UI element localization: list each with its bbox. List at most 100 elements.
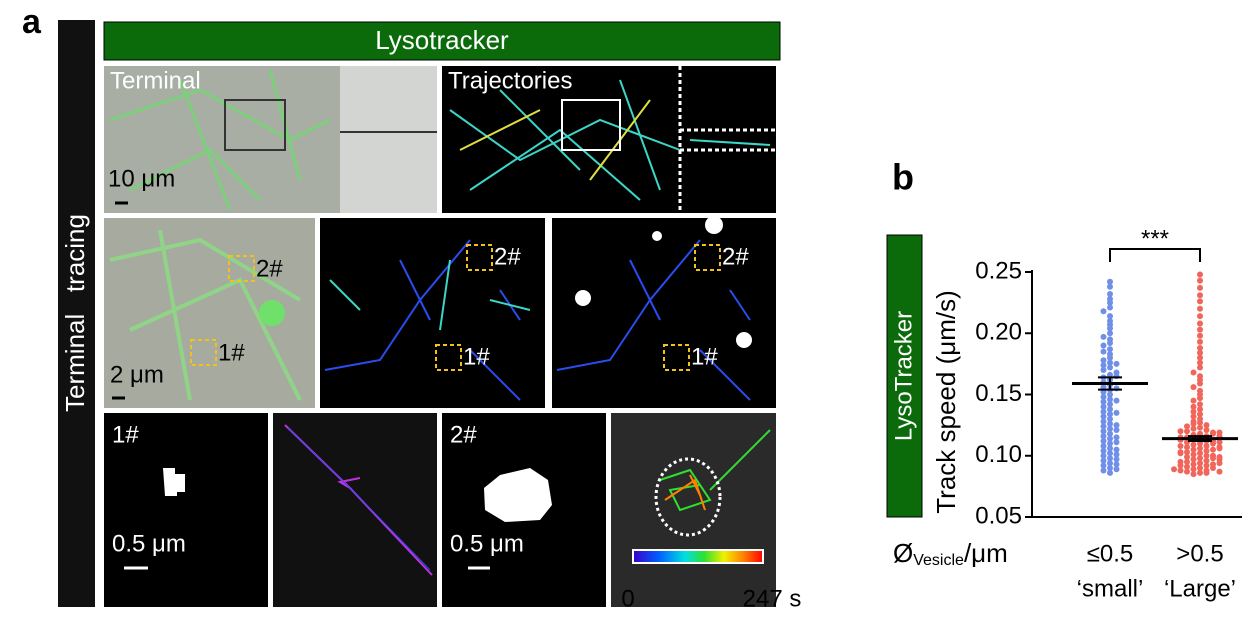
data-point [1197,320,1203,326]
data-point [1101,349,1107,355]
data-point [1197,333,1203,339]
x-label-subscript: Vesicle [913,552,964,569]
image-label: 2# [450,421,477,448]
image-texture [575,290,591,306]
data-point [1101,343,1107,349]
data-point [1114,427,1120,433]
data-point [1178,463,1184,469]
data-point [1217,445,1223,451]
image-texture [736,332,752,348]
data-point [1197,339,1203,345]
data-point [1197,271,1203,277]
panel-label: b [892,157,914,198]
colorbar-max: 247 s [743,585,802,612]
data-point [1197,470,1203,476]
data-point [1197,278,1203,284]
x-label-unit: /μm [964,538,1008,568]
roi-label: 2# [494,243,521,270]
image [273,413,437,607]
data-point [1114,410,1120,416]
data-point [1107,340,1113,346]
data-point [1178,443,1184,449]
colorbar-min: 0 [621,585,634,612]
significance-label: *** [1141,225,1169,252]
y-tick-label: 0.20 [975,319,1022,346]
data-point [1197,327,1203,333]
image-label: Terminal [110,67,201,94]
x-label-symbol: Ø [893,538,913,568]
data-point [1171,466,1177,472]
data-point [1191,369,1197,375]
roi-label: 2# [256,255,283,282]
data-point [1101,308,1107,314]
scale-label: 0.5 μm [450,530,524,557]
y-tick-label: 0.10 [975,441,1022,468]
x-tick-label: ≤0.5 [1087,540,1134,567]
data-point [1191,398,1197,404]
side-label: Terminal tracing [60,214,90,412]
data-point [1178,450,1184,456]
data-point [1184,469,1190,475]
data-point [1101,467,1107,473]
roi-label: 1# [218,339,245,366]
data-point [1217,469,1223,475]
y-tick-label: 0.25 [975,257,1022,284]
roi-label: 1# [691,343,718,370]
data-point [1191,471,1197,477]
data-point [1210,455,1216,461]
data-point [1114,439,1120,445]
figure: a Terminal tracing Lysotracker Terminal … [0,0,1253,617]
data-point [1210,465,1216,471]
y-axis-label: Track speed (μm/s) [931,290,961,514]
data-point [1197,285,1203,291]
data-point [1197,298,1203,304]
scale-label: 2 μm [110,361,164,388]
data-point [1107,330,1113,336]
data-point [1217,439,1223,445]
data-point [1107,470,1113,476]
y-tick-label: 0.05 [975,502,1022,529]
roi-label: 2# [722,243,749,270]
data-point [1114,466,1120,472]
colorbar [633,550,763,563]
data-point [1114,361,1120,367]
data-point [1107,284,1113,290]
data-point [1101,334,1107,340]
x-axis-label: ØVesicle/μm [893,538,1008,569]
y-tick-label: 0.15 [975,380,1022,407]
image-texture [259,300,285,326]
data-point [1197,292,1203,298]
data-point [1101,367,1107,373]
box-label: LysoTracker [890,311,917,441]
data-point [1210,447,1216,453]
data-point [1107,305,1113,311]
data-point [1197,365,1203,371]
category-name: ‘small’ [1077,575,1144,602]
data-point [1191,426,1197,432]
scale-label: 0.5 μm [112,530,186,557]
image-label: Trajectories [448,67,572,94]
data-point [1197,313,1203,319]
data-point [1107,365,1113,371]
data-point [1197,425,1203,431]
image-texture [705,216,723,234]
panel-label: a [22,3,42,41]
header: Lysotracker [375,25,509,55]
data-point [1217,460,1223,466]
scale-label: 10 μm [108,165,175,192]
image [611,413,776,607]
data-point [1114,398,1120,404]
data-point [1197,306,1203,312]
image-label: 1# [112,421,139,448]
data-point [1204,427,1210,433]
data-point [1204,470,1210,476]
data-point [1191,384,1197,390]
image-texture [652,231,662,241]
data-point [1184,428,1190,434]
data-point [1217,429,1223,435]
data-point [1197,395,1203,401]
data-point [1197,380,1203,386]
x-tick-label: >0.5 [1176,540,1223,567]
image [340,66,437,213]
category-name: ‘Large’ [1164,575,1236,602]
